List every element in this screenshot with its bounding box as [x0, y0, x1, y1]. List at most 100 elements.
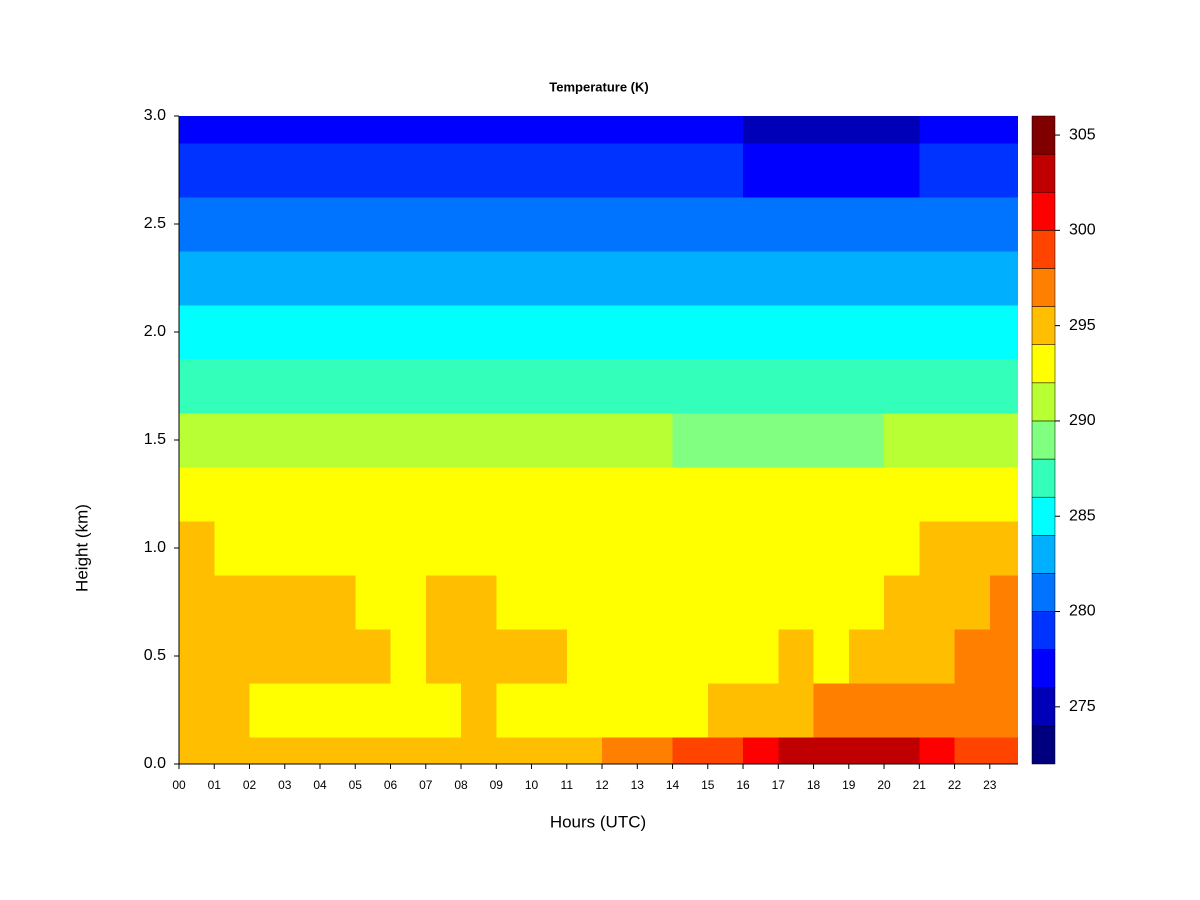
heat-cell	[320, 142, 356, 198]
heat-cell	[602, 142, 638, 198]
heat-cell	[743, 116, 779, 144]
heat-cell	[602, 736, 638, 764]
heat-cell	[707, 466, 744, 522]
x-tick-label: 00	[172, 778, 186, 792]
heat-cell	[355, 736, 392, 764]
heat-cell	[425, 574, 462, 630]
heat-cell	[284, 196, 321, 252]
heat-cell	[284, 682, 321, 738]
heat-cell	[954, 682, 991, 738]
heat-cell	[884, 574, 920, 630]
heat-cell	[496, 520, 533, 576]
heat-cell	[813, 116, 850, 144]
heat-cell	[954, 304, 991, 360]
heat-cell	[602, 520, 638, 576]
heat-cell	[813, 736, 850, 764]
heat-cell	[919, 628, 956, 684]
heat-cell	[989, 304, 1018, 360]
heat-cell	[355, 142, 392, 198]
heat-cell	[531, 358, 568, 414]
heat-cell	[813, 682, 850, 738]
heat-cell	[778, 412, 815, 468]
heat-cell	[320, 628, 356, 684]
heat-cell	[884, 466, 920, 522]
heat-cell	[284, 412, 321, 468]
colorbar-tick-label: 275	[1069, 698, 1096, 715]
heat-cell	[848, 574, 885, 630]
heat-cell	[461, 628, 497, 684]
colorbar-band	[1031, 458, 1056, 498]
x-tick-label: 03	[278, 778, 292, 792]
heat-cell	[637, 682, 674, 738]
colorbar-tick-label: 300	[1069, 222, 1096, 239]
heat-cell	[320, 196, 356, 252]
heat-cell	[284, 520, 321, 576]
heat-cell	[813, 142, 850, 198]
heat-cell	[284, 250, 321, 306]
heat-cell	[390, 412, 427, 468]
heat-cell	[813, 412, 850, 468]
heat-cell	[249, 358, 286, 414]
colorbar-tick-label: 280	[1069, 603, 1096, 620]
heat-cell	[743, 142, 779, 198]
heat-cell	[425, 196, 462, 252]
heat-cell	[989, 412, 1018, 468]
heat-cell	[496, 736, 533, 764]
heat-cell	[355, 304, 392, 360]
heat-cell	[425, 736, 462, 764]
heat-cell	[496, 116, 533, 144]
heat-cell	[214, 682, 251, 738]
heat-cell	[249, 520, 286, 576]
x-tick-label: 13	[631, 778, 645, 792]
heat-cell	[848, 196, 885, 252]
heat-cell	[390, 142, 427, 198]
heat-cell	[566, 196, 603, 252]
heat-cell	[461, 736, 497, 764]
heat-cell	[284, 574, 321, 630]
x-tick-label: 20	[877, 778, 891, 792]
heat-cell	[461, 358, 497, 414]
heat-cell	[778, 574, 815, 630]
heat-cell	[637, 358, 674, 414]
heat-cell	[778, 682, 815, 738]
heat-cell	[672, 682, 709, 738]
heat-cell	[884, 116, 920, 144]
heat-cell	[637, 196, 674, 252]
heat-cell	[602, 358, 638, 414]
heat-cell	[848, 682, 885, 738]
heat-cell	[637, 116, 674, 144]
x-tick-label: 22	[948, 778, 962, 792]
heat-cell	[425, 250, 462, 306]
heat-cell	[954, 196, 991, 252]
heat-cell	[355, 628, 392, 684]
heat-cell	[989, 358, 1018, 414]
heat-cell	[778, 466, 815, 522]
heat-cell	[249, 628, 286, 684]
heat-cell	[390, 250, 427, 306]
heat-cell	[566, 736, 603, 764]
heat-cell	[919, 358, 956, 414]
heat-cell	[919, 574, 956, 630]
heat-cell	[390, 628, 427, 684]
heat-cell	[390, 520, 427, 576]
heat-cell	[707, 520, 744, 576]
heat-cell	[672, 412, 709, 468]
heat-cell	[672, 520, 709, 576]
heat-cell	[813, 304, 850, 360]
colorbar-band	[1031, 191, 1056, 231]
heat-cell	[602, 412, 638, 468]
heat-cell	[531, 304, 568, 360]
heat-cell	[743, 196, 779, 252]
colorbar-band	[1031, 725, 1056, 765]
heat-cell	[778, 304, 815, 360]
heat-cell	[602, 196, 638, 252]
heat-cell	[778, 520, 815, 576]
heat-cell	[249, 466, 286, 522]
heat-cell	[919, 412, 956, 468]
heat-cell	[989, 736, 1018, 764]
heat-cell	[284, 142, 321, 198]
heat-cell	[672, 304, 709, 360]
heat-cell	[179, 682, 215, 738]
colorbar-tick-label: 290	[1069, 412, 1096, 429]
heat-cell	[531, 682, 568, 738]
